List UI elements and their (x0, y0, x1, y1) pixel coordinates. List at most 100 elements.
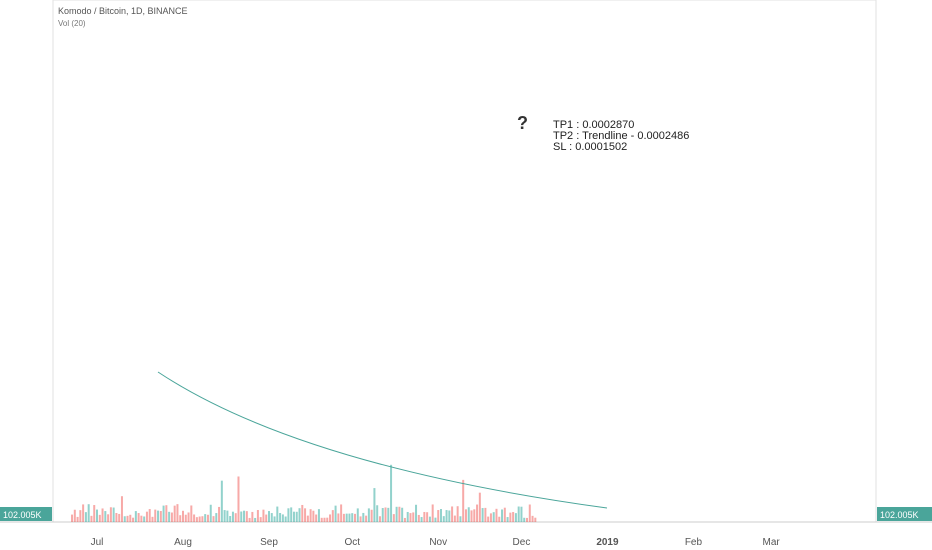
volume-bar (223, 510, 226, 522)
volume-bar (329, 514, 332, 522)
volume-bar (281, 514, 284, 522)
volume-bar (201, 516, 204, 522)
volume-bar (415, 504, 418, 522)
volume-bar (473, 509, 476, 522)
volume-bar (453, 515, 456, 522)
volume-bar (348, 513, 351, 522)
volume-bar (512, 512, 515, 522)
volume-marker-left-label: 102.005K (3, 510, 42, 520)
tp2-text: TP2 : Trendline - 0.0002486 (553, 130, 690, 142)
volume-bar (96, 509, 98, 522)
volume-bar (528, 504, 531, 522)
volume-bar (215, 513, 218, 522)
volume-bar (109, 507, 112, 522)
volume-bar (434, 517, 437, 522)
volume-bar (254, 517, 257, 522)
volume-bar (392, 514, 395, 522)
volume-bar (243, 510, 246, 522)
volume-bar (248, 517, 251, 522)
volume-bar (304, 508, 307, 522)
volume-bar (132, 517, 135, 522)
volume-bar (93, 505, 96, 522)
volume-bar (212, 516, 215, 522)
volume-bar (390, 464, 393, 522)
volume-bar (107, 514, 110, 522)
volume-bar (251, 511, 254, 522)
x-tick-label: 2019 (596, 537, 619, 548)
volume-bar (487, 516, 490, 522)
volume-bar (398, 506, 401, 522)
volume-bar (145, 511, 148, 522)
volume-indicator-label: Vol (20) (58, 19, 86, 28)
volume-bar (129, 514, 132, 522)
x-tick-label: Dec (513, 537, 531, 548)
volume-bar (509, 512, 512, 522)
volume-bar (373, 488, 376, 522)
volume-bar (157, 510, 160, 522)
volume-bar (423, 511, 426, 522)
chart-title: Komodo / Bitcoin, 1D, BINANCE (58, 6, 188, 16)
volume-bar (229, 516, 232, 522)
volume-bar (428, 516, 431, 522)
volume-bar (218, 506, 221, 522)
volume-bar (340, 504, 343, 522)
volume-bar (387, 507, 390, 522)
volume-bar (259, 517, 262, 522)
volume-bar (204, 514, 207, 522)
question-mark: ? (517, 113, 528, 133)
volume-bar (342, 513, 345, 522)
volume-bar (409, 513, 412, 522)
volume-bar (359, 516, 362, 522)
volume-bar (165, 505, 168, 522)
volume-bar (520, 506, 523, 522)
volume-bar (381, 508, 384, 522)
volume-bar (284, 516, 287, 522)
volume-bar (323, 517, 326, 522)
volume-bar (220, 480, 223, 522)
volume-bar (134, 511, 137, 522)
volume-bar (245, 511, 248, 522)
volume-bar (279, 512, 282, 522)
volume-bar (395, 506, 398, 522)
volume-bar (526, 517, 528, 522)
volume-bar (378, 516, 381, 522)
volume-bar (198, 516, 201, 522)
volume-bar (315, 514, 318, 522)
volume-bar (440, 509, 442, 522)
volume-bar (151, 516, 154, 522)
volume-bar (73, 509, 76, 522)
volume-bar (126, 515, 129, 522)
volume-bar (495, 508, 498, 522)
volume-bar (403, 517, 406, 522)
volume-bar (206, 514, 209, 522)
volume-bar (467, 507, 470, 522)
volume-bar (498, 516, 501, 522)
x-tick-label: Jul (91, 537, 104, 548)
x-tick-label: Aug (174, 537, 192, 548)
volume-bar (193, 514, 196, 522)
volume-bar (173, 505, 176, 522)
volume-bar (309, 509, 312, 522)
volume-bar (231, 511, 234, 522)
volume-bar (420, 517, 423, 522)
volume-bar (226, 510, 229, 522)
volume-bar (459, 516, 462, 522)
volume-bar (184, 514, 187, 522)
volume-bar (412, 512, 415, 522)
x-tick-label: Oct (344, 537, 360, 548)
volume-bars (71, 464, 537, 522)
volume-marker-left (0, 507, 52, 521)
volume-bar (123, 516, 126, 522)
volume-bar (351, 513, 354, 522)
volume-bar (312, 510, 315, 522)
volume-bar (326, 517, 329, 522)
volume-bar (306, 515, 309, 522)
volume-bar (406, 511, 409, 522)
volume-bar (506, 517, 509, 522)
volume-bar (118, 513, 121, 522)
volume-bar (301, 504, 304, 522)
price-marker-right-label: 102.005K (880, 510, 919, 520)
volume-bar (531, 515, 534, 522)
volume-bar (159, 511, 162, 522)
